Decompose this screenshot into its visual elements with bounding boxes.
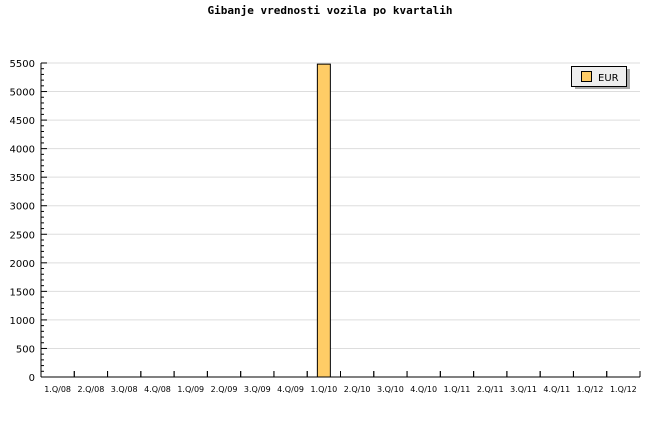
x-tick-label: 2.Q/10: [344, 385, 371, 394]
x-tick-label: 4.Q/10: [410, 385, 437, 394]
y-tick-label: 3500: [10, 173, 35, 184]
x-tick-label: 4.Q/08: [144, 385, 171, 394]
x-tick-label: 1.Q/08: [44, 385, 71, 394]
x-tick-label: 1.Q/10: [310, 385, 337, 394]
legend: EUR: [571, 66, 630, 89]
x-tick-label: 3.Q/08: [111, 385, 138, 394]
y-tick-label: 0: [29, 373, 35, 384]
x-tick-label: 1.Q/12: [610, 385, 637, 394]
y-tick-label: 5500: [10, 59, 35, 70]
y-tick-label: 1500: [10, 287, 35, 298]
y-tick-label: 1000: [10, 316, 35, 327]
y-tick-label: 2000: [10, 259, 35, 270]
x-tick-label: 1.Q/12: [577, 385, 604, 394]
y-tick-label: 5000: [10, 88, 35, 99]
y-tick-label: 500: [16, 344, 35, 355]
y-tick-label: 4000: [10, 145, 35, 156]
x-tick-label: 3.Q/09: [244, 385, 271, 394]
legend-label: EUR: [598, 73, 619, 84]
y-tick-label: 4500: [10, 116, 35, 127]
x-tick-label: 2.Q/11: [477, 385, 504, 394]
y-tick-label: 3000: [10, 202, 35, 213]
chart-title: Gibanje vrednosti vozila po kvartalih: [207, 4, 453, 17]
x-tick-label: 4.Q/09: [277, 385, 304, 394]
y-tick-label: 2500: [10, 230, 35, 241]
x-tick-label: 3.Q/10: [377, 385, 404, 394]
x-tick-label: 2.Q/09: [211, 385, 238, 394]
x-tick-label: 3.Q/11: [510, 385, 537, 394]
x-tick-label: 2.Q/08: [78, 385, 105, 394]
bar: [316, 63, 331, 378]
x-tick-label: 4.Q/11: [543, 385, 570, 394]
x-tick-label: 1.Q/11: [444, 385, 471, 394]
x-tick-label: 1.Q/09: [177, 385, 204, 394]
legend-swatch: [581, 71, 592, 82]
